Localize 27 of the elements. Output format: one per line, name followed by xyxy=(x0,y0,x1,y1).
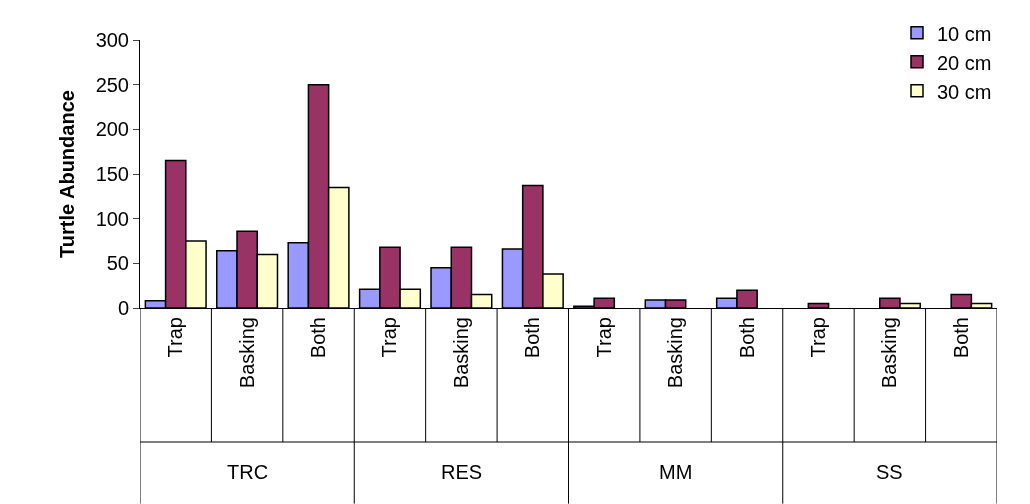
x-tick-label: Both xyxy=(521,317,544,359)
y-axis-title: Turtle Abundance xyxy=(56,90,79,258)
x-tick-label: Both xyxy=(949,317,972,359)
legend-label: 10 cm xyxy=(937,22,992,45)
text: TRC xyxy=(227,461,269,483)
x-tick-label: Basking xyxy=(449,317,472,389)
x-tick-label: Basking xyxy=(235,317,258,389)
y-tick-label: 100 xyxy=(95,207,129,230)
x-tick-label: Both xyxy=(735,317,758,359)
legend-label: 20 cm xyxy=(937,51,992,74)
x-tick-label: Trap xyxy=(592,317,615,358)
y-tick-label: 0 xyxy=(117,297,129,319)
x-tick-label: Basking xyxy=(664,317,687,389)
y-tick-label: 300 xyxy=(95,29,129,51)
y-tick-label: 250 xyxy=(95,73,129,96)
y-tick-label: 150 xyxy=(95,163,129,185)
text: RES xyxy=(441,461,483,483)
x-tick-label: Trap xyxy=(164,317,187,358)
x-tick-label: Both xyxy=(307,317,330,359)
x-tick-label: Basking xyxy=(878,317,901,389)
x-tick-label: Trap xyxy=(806,317,829,358)
y-tick-label: 50 xyxy=(106,252,129,275)
legend-label: 30 cm xyxy=(937,80,992,103)
text: SS xyxy=(876,461,903,483)
text: MM xyxy=(659,461,693,483)
y-tick-label: 200 xyxy=(95,118,129,141)
x-tick-label: Trap xyxy=(378,317,401,358)
